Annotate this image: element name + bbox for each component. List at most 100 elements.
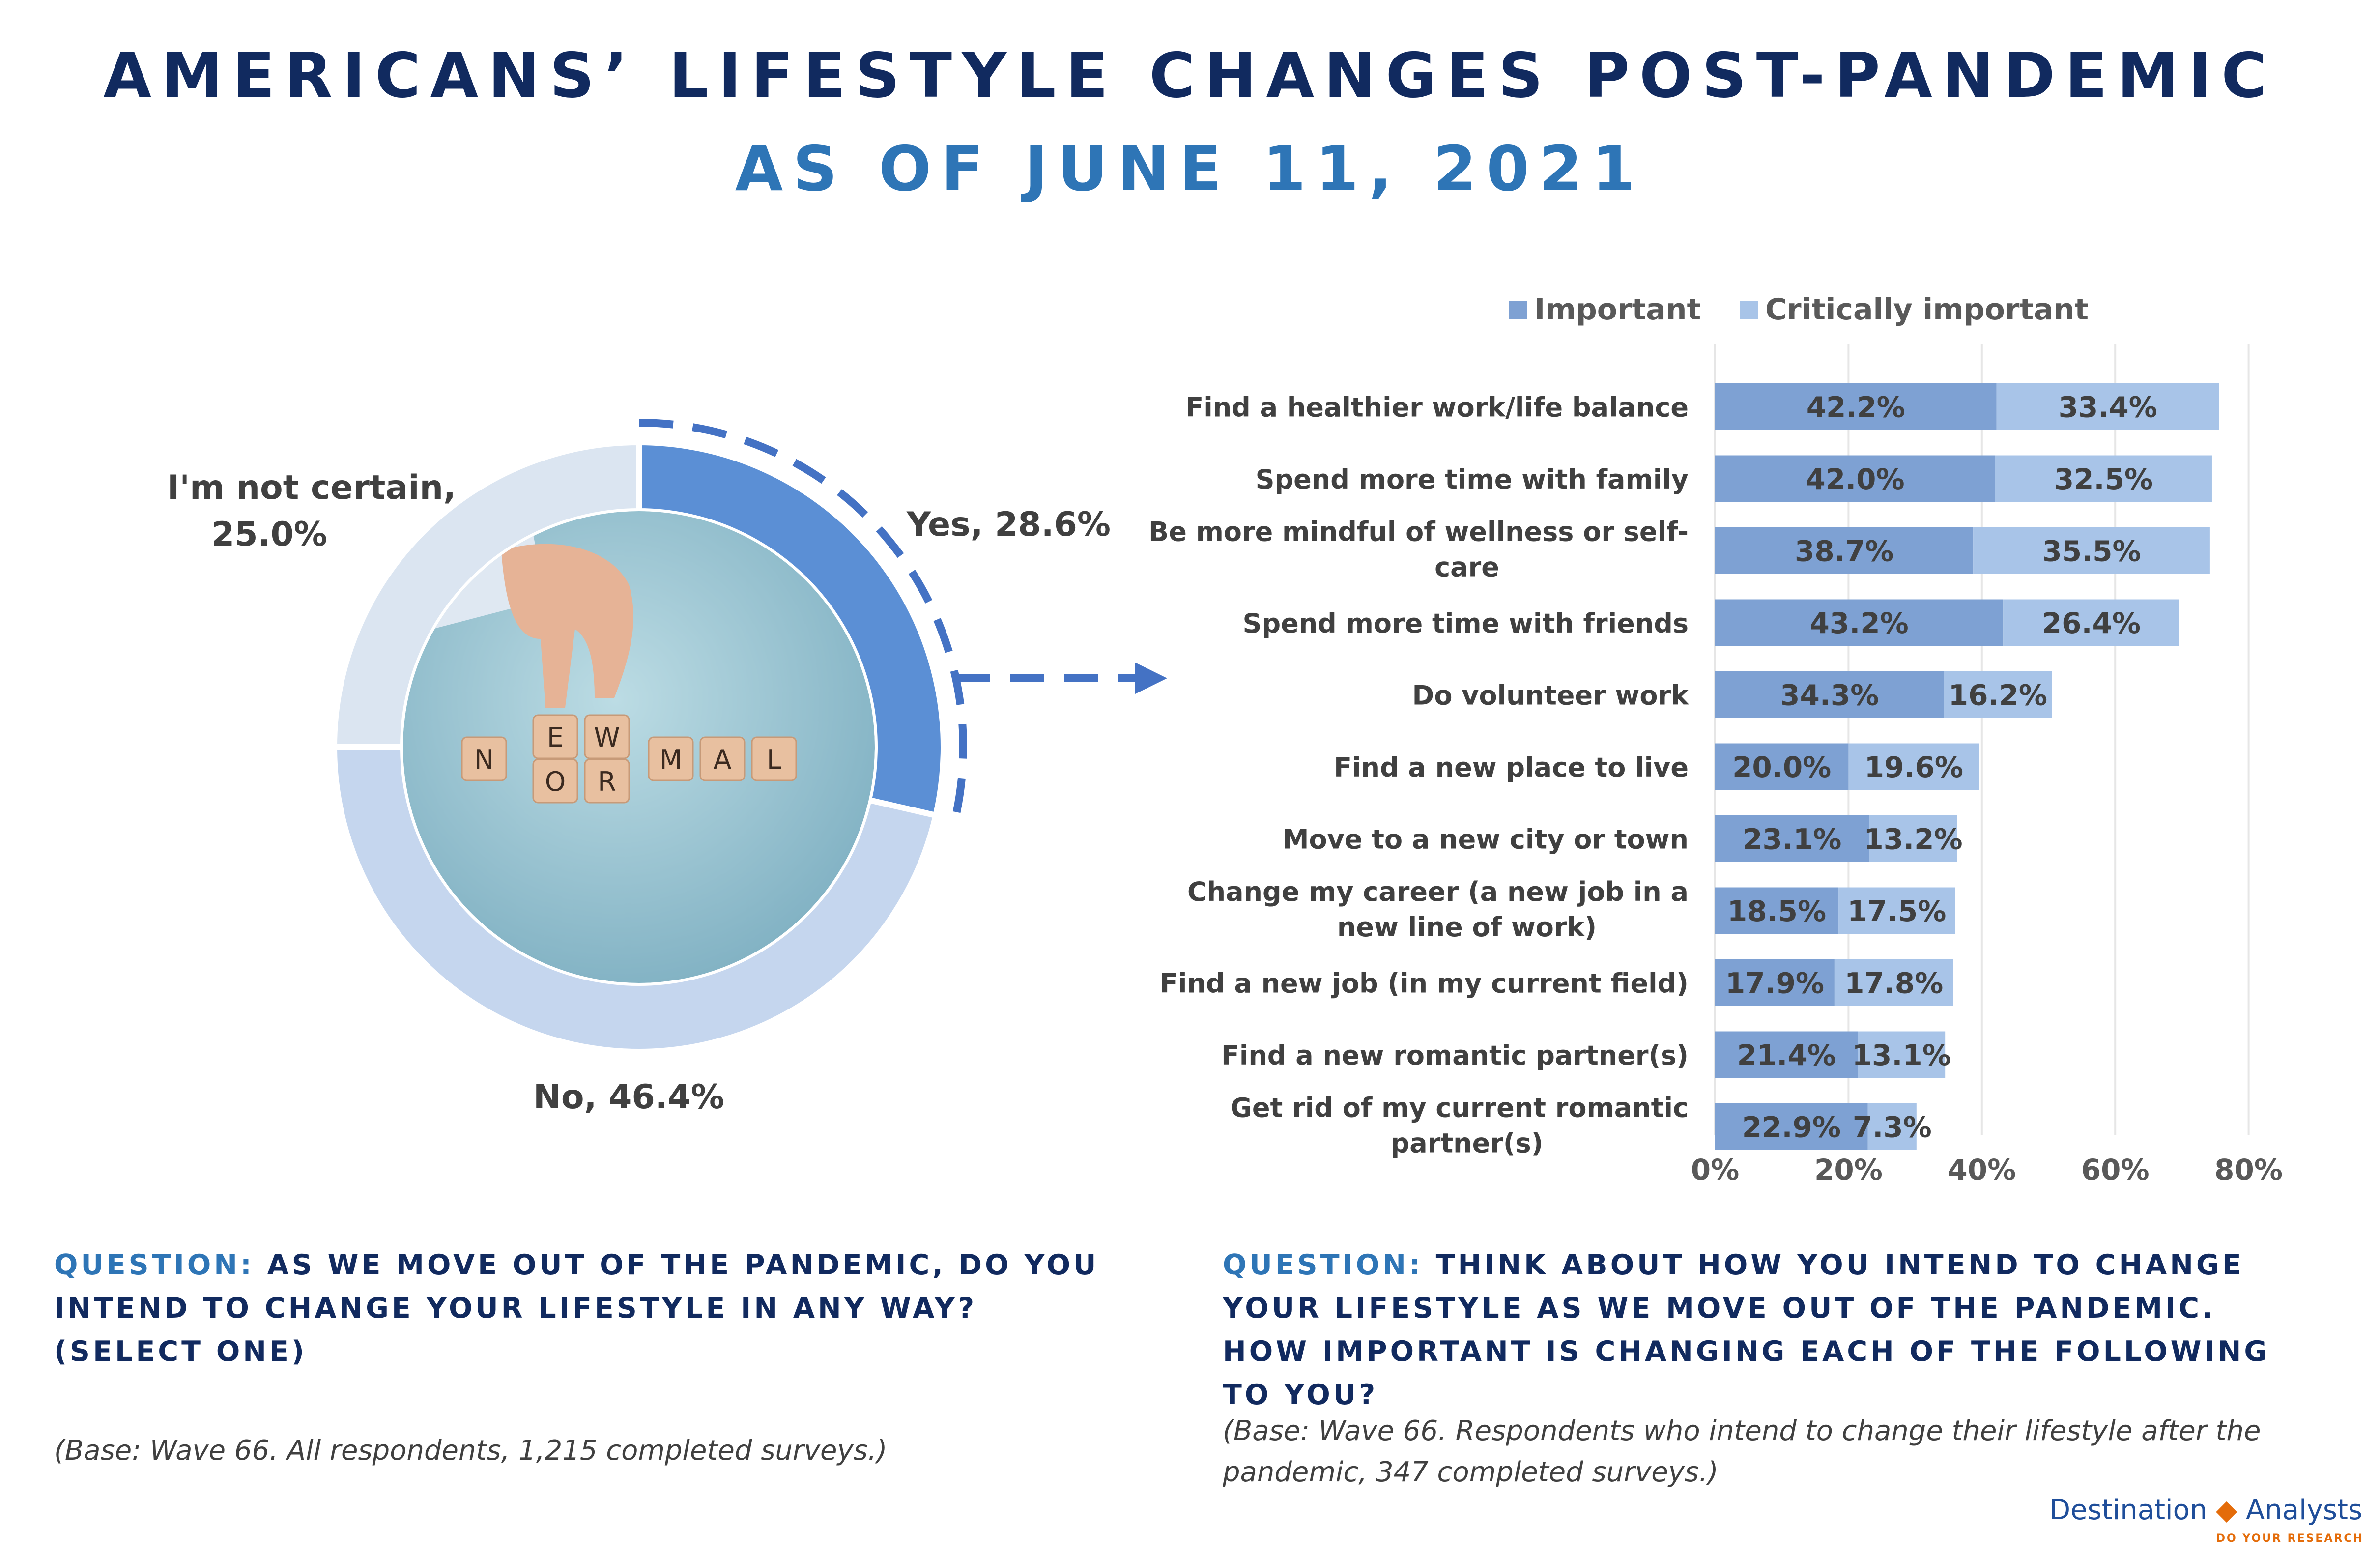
right-question: QUESTION: THINK ABOUT HOW YOU INTEND TO …: [1223, 1243, 2304, 1416]
category-label-line2: partner(s): [1391, 1128, 1544, 1159]
bar-critically-important: [1848, 743, 1979, 790]
legend-label: Critically important: [1765, 292, 2089, 327]
letter-block: [584, 714, 630, 759]
bar-value-label: 35.5%: [2042, 535, 2141, 568]
bar-critically-important: [2003, 599, 2179, 646]
category-label: Find a healthier work/life balance: [1185, 392, 1689, 423]
x-tick-label: 60%: [2081, 1153, 2150, 1186]
bar-important: [1715, 527, 1974, 574]
category-label: Spend more time with friends: [1243, 608, 1689, 639]
page-subtitle: AS OF JUNE 11, 2021: [735, 133, 1645, 205]
letter-block-text: W: [594, 722, 620, 753]
x-tick-label: 80%: [2214, 1153, 2283, 1186]
bar-critically-important: [1996, 383, 2219, 430]
page-title: AMERICANS’ LIFESTYLE CHANGES POST-PANDEM…: [103, 39, 2277, 112]
bar-value-label: 21.4%: [1737, 1038, 1836, 1072]
arrow-head-icon: [1135, 663, 1167, 694]
category-label-line1: Change my career (a new job in a: [1187, 876, 1689, 907]
left-question: QUESTION: AS WE MOVE OUT OF THE PANDEMIC…: [54, 1243, 1111, 1373]
bar-value-label: 33.4%: [2059, 391, 2157, 424]
letter-block-text: R: [598, 766, 616, 797]
right-question-label: QUESTION:: [1223, 1249, 1423, 1281]
letter-block-text: A: [714, 744, 732, 775]
right-question-text: THINK ABOUT HOW YOU INTEND TO CHANGE YOU…: [1223, 1249, 2270, 1411]
logo-diamond-icon: ◆: [2216, 1494, 2237, 1526]
category-label: Move to a new city or town: [1283, 824, 1689, 855]
bar-value-label: 42.2%: [1807, 391, 1905, 424]
bar-critically-important: [1834, 959, 1953, 1006]
letter-block-text: N: [474, 744, 494, 775]
bar-important: [1715, 1031, 1858, 1078]
logo-tagline: DO YOUR RESEARCH: [2216, 1532, 2364, 1545]
bar-critically-important: [1858, 1031, 1946, 1078]
bar-critically-important: [1869, 815, 1957, 862]
bar-value-label: 19.6%: [1864, 750, 1963, 784]
donut-chart: Yes, 28.6% No, 46.4% I'm not certain, 25.0%: [167, 419, 1167, 1117]
slice-label-not-certain-line2: 25.0%: [211, 515, 327, 554]
letter-block-text: E: [547, 722, 564, 753]
bar-important: [1715, 671, 1944, 718]
category-label: Spend more time with family: [1256, 464, 1689, 495]
bar-value-label: 26.4%: [2042, 606, 2141, 640]
bar-value-label: 17.8%: [1844, 967, 1943, 1000]
x-tick-label: 20%: [1814, 1153, 1883, 1186]
hand-shape: [501, 544, 633, 708]
logo-brand-second: Analysts: [2246, 1494, 2363, 1526]
bar-value-label: 17.9%: [1725, 967, 1824, 1000]
bar-important: [1715, 959, 1835, 1006]
bar-critically-important: [1838, 887, 1955, 934]
new-normal-image: N E WO R M A L: [403, 511, 875, 983]
slice-label-no: No, 46.4%: [533, 1078, 724, 1117]
bar-critically-important: [1867, 1103, 1917, 1150]
bar-value-label: 22.9%: [1742, 1111, 1841, 1144]
bar-value-label: 7.3%: [1853, 1111, 1932, 1144]
bar-value-label: 16.2%: [1949, 679, 2047, 712]
bar-value-label: 23.1%: [1743, 823, 1841, 856]
bar-critically-important: [1973, 527, 2210, 574]
stacked-bar-chart: 0% 20% 40% 60% 80% Important Critically import…: [1148, 292, 2283, 1186]
bar-important: [1715, 383, 1997, 430]
bar-important: [1715, 599, 2004, 646]
letter-block-text: L: [767, 744, 781, 775]
logo-brand-first: Destination: [2049, 1494, 2208, 1526]
category-label-line1: Be more mindful of wellness or self-: [1148, 517, 1689, 548]
letter-block: [532, 758, 578, 804]
x-tick-label: 40%: [1948, 1153, 2016, 1186]
bar-value-label: 20.0%: [1732, 750, 1831, 784]
bar-value-label: 18.5%: [1727, 894, 1826, 928]
left-base-note: (Base: Wave 66. All respondents, 1,215 c…: [54, 1435, 888, 1467]
bar-value-label: 13.2%: [1864, 823, 1962, 856]
category-label: Find a new romantic partner(s): [1221, 1040, 1689, 1071]
yes-highlight-dashed-arc: [638, 419, 968, 821]
bar-value-label: 13.1%: [1852, 1038, 1951, 1072]
bar-critically-important: [1944, 671, 2052, 718]
category-label-line2: new line of work): [1337, 912, 1597, 943]
legend-swatch: [1509, 301, 1527, 319]
bar-value-label: 42.0%: [1806, 462, 1904, 496]
letter-block: [461, 736, 507, 781]
category-label: Find a new job (in my current field): [1160, 968, 1689, 999]
bar-important: [1715, 1103, 1868, 1150]
letter-block: [751, 736, 797, 781]
legend-label: Important: [1534, 292, 1701, 327]
bar-value-label: 38.7%: [1795, 535, 1893, 568]
right-base-note: (Base: Wave 66. Respondents who intend t…: [1223, 1415, 2261, 1488]
letter-block: [648, 736, 694, 781]
bar-value-label: 34.3%: [1780, 679, 1879, 712]
bar-important: [1715, 815, 1869, 862]
category-label: Do volunteer work: [1412, 680, 1690, 711]
letter-block-text: O: [545, 766, 566, 797]
left-question-text: AS WE MOVE OUT OF THE PANDEMIC, DO YOU I…: [54, 1249, 1099, 1368]
letter-block-text: M: [660, 744, 683, 775]
letter-block: [532, 714, 578, 759]
slice-label-not-certain-line1: I'm not certain,: [167, 468, 456, 507]
bar-critically-important: [1995, 455, 2212, 502]
destination-analysts-logo: Destination ◆ Analysts DO YOUR RESEARCH: [2049, 1494, 2364, 1553]
bar-value-label: 32.5%: [2054, 462, 2153, 496]
logo-brand: Destination ◆ Analysts: [2049, 1494, 2362, 1526]
left-question-label: QUESTION:: [54, 1249, 255, 1281]
category-label-line1: Get rid of my current romantic: [1231, 1093, 1689, 1124]
legend-swatch: [1740, 301, 1758, 319]
bar-value-label: 17.5%: [1847, 894, 1946, 928]
